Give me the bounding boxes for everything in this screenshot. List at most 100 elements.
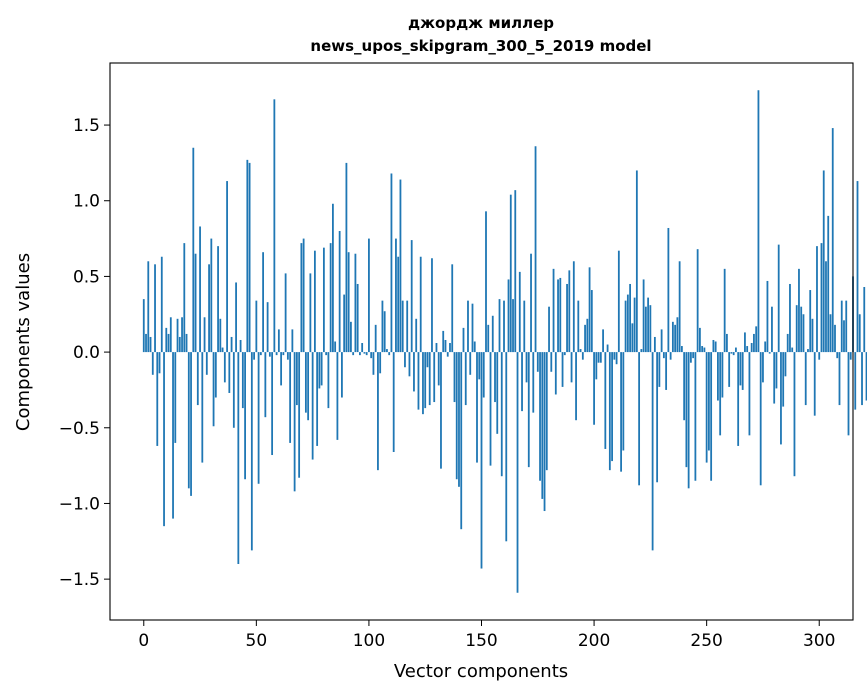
bar-219 (635, 170, 638, 353)
x-tick-label: 300 (803, 631, 835, 651)
bar-238 (678, 261, 681, 353)
bar-126 (426, 352, 429, 368)
bar-122 (417, 352, 420, 410)
bar-224 (647, 297, 650, 353)
bar-288 (791, 347, 794, 353)
bar-54 (264, 352, 267, 418)
bar-series (142, 90, 867, 593)
bar-15 (176, 318, 179, 353)
bar-2 (147, 261, 150, 353)
bar-278 (768, 352, 771, 354)
bar-42 (237, 352, 240, 564)
chart-title-line2: news_upos_skipgram_300_5_2019 model (310, 37, 651, 55)
y-tick-label: 1.5 (73, 116, 100, 136)
bar-319 (861, 352, 863, 406)
y-tick-label: 0.0 (73, 343, 100, 363)
bar-38 (228, 352, 231, 393)
bar-108 (386, 349, 388, 353)
bar-87 (338, 231, 341, 353)
bar-21 (190, 352, 192, 496)
bar-220 (638, 352, 641, 486)
bar-250 (705, 352, 708, 463)
bar-167 (518, 271, 521, 353)
bar-249 (703, 347, 706, 353)
bar-273 (757, 90, 760, 353)
bar-129 (433, 352, 436, 403)
bar-321 (865, 352, 867, 401)
bar-176 (539, 352, 541, 481)
bar-86 (336, 352, 339, 440)
bar-81 (325, 352, 328, 356)
bar-60 (277, 329, 280, 353)
bar-9 (163, 352, 165, 527)
bar-99 (365, 352, 368, 356)
bar-204 (602, 329, 604, 353)
bar-275 (762, 352, 764, 383)
bar-69 (298, 352, 301, 478)
bar-229 (658, 352, 661, 387)
bar-37 (226, 181, 228, 353)
bar-96 (359, 352, 361, 356)
bar-118 (408, 352, 411, 377)
bar-188 (566, 283, 568, 353)
bar-144 (467, 300, 469, 353)
bar-289 (793, 352, 796, 477)
bar-117 (406, 300, 409, 353)
bar-231 (662, 352, 665, 359)
bar-13 (172, 352, 174, 519)
bar-242 (687, 352, 690, 489)
bar-11 (167, 333, 170, 353)
bar-27 (203, 317, 206, 353)
bar-53 (262, 252, 264, 353)
bar-35 (221, 347, 224, 353)
bar-210 (615, 352, 618, 365)
bar-58 (273, 99, 276, 353)
bar-314 (849, 352, 852, 360)
bar-311 (843, 320, 845, 353)
bar-213 (622, 352, 625, 451)
bar-255 (717, 352, 719, 401)
bar-166 (516, 352, 519, 593)
x-axis-label: Vector components (394, 661, 568, 682)
bar-100 (368, 238, 370, 353)
bar-149 (478, 352, 481, 380)
bar-236 (674, 324, 677, 353)
bar-304 (827, 215, 830, 353)
bar-150 (480, 352, 483, 569)
bar-215 (626, 294, 629, 353)
bar-82 (327, 352, 330, 409)
bar-56 (268, 352, 271, 357)
bar-40 (232, 352, 235, 428)
bar-280 (773, 352, 776, 404)
bar-208 (611, 352, 613, 462)
bar-75 (311, 352, 314, 460)
bar-8 (160, 256, 163, 353)
bar-261 (730, 352, 733, 354)
bar-307 (834, 324, 836, 353)
bar-254 (714, 341, 717, 353)
bar-228 (656, 352, 659, 483)
bar-41 (235, 282, 237, 353)
bar-80 (322, 247, 325, 353)
bar-64 (286, 352, 289, 360)
bar-98 (363, 352, 366, 354)
bar-142 (462, 327, 465, 353)
bar-211 (617, 250, 620, 353)
bar-234 (669, 352, 672, 360)
bar-268 (746, 346, 749, 353)
bar-92 (350, 321, 352, 353)
bar-284 (782, 352, 785, 407)
bar-235 (671, 321, 674, 353)
bar-182 (552, 268, 555, 353)
bar-165 (514, 190, 517, 353)
bar-137 (451, 264, 454, 353)
x-tick-label: 50 (246, 631, 268, 651)
bar-199 (590, 290, 593, 353)
bar-209 (613, 352, 616, 360)
bar-214 (624, 300, 627, 353)
bar-73 (307, 352, 310, 421)
bar-177 (541, 352, 544, 499)
x-axis-ticks: 0 50 100 150 200 250 300 (138, 620, 835, 651)
bar-123 (419, 256, 422, 353)
